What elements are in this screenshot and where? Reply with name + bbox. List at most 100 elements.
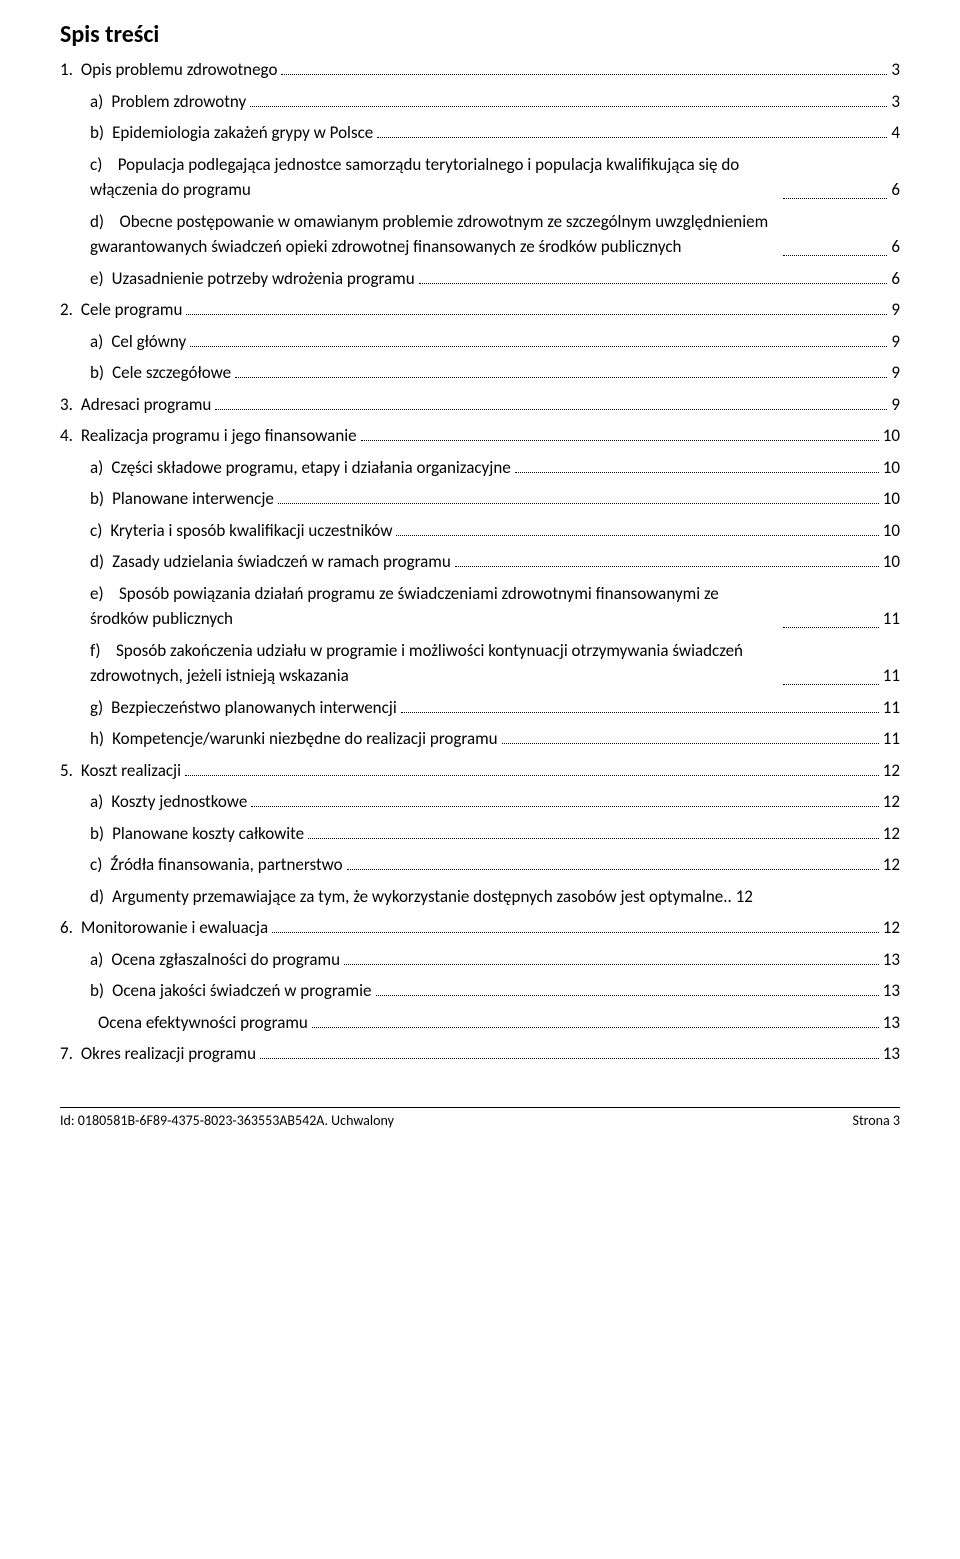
- toc-label: Epidemiologia zakażeń grypy w Polsce: [104, 120, 373, 146]
- toc-num: 6.: [60, 915, 73, 941]
- toc-entry: 6.Monitorowanie i ewaluacja 12: [60, 915, 900, 941]
- toc-label: e) Sposób powiązania działań programu ze…: [90, 581, 779, 632]
- toc-label: Planowane interwencje: [104, 486, 274, 512]
- toc-entry: b)Ocena jakości świadczeń w programie 13: [60, 978, 900, 1004]
- toc-page: 6: [891, 234, 900, 260]
- toc-entry: b)Epidemiologia zakażeń grypy w Polsce 4: [60, 120, 900, 146]
- toc-leader: [377, 137, 887, 138]
- toc-page: 10: [883, 455, 900, 481]
- toc-entry: e) Sposób powiązania działań programu ze…: [60, 581, 900, 632]
- toc-leader: [190, 346, 887, 347]
- toc-page: 3: [891, 89, 900, 115]
- toc-page: 11: [883, 695, 900, 721]
- toc-label: Ocena jakości świadczeń w programie: [104, 978, 371, 1004]
- toc-leader: [783, 627, 879, 628]
- toc-title: Spis treści: [60, 20, 900, 49]
- toc-num: 1.: [60, 57, 73, 83]
- toc-label: Realizacja programu i jego finansowanie: [73, 423, 357, 449]
- toc-leader: [250, 106, 887, 107]
- toc-page: 12: [883, 758, 900, 784]
- toc-entry: d)Argumenty przemawiające za tym, że wyk…: [60, 884, 900, 910]
- toc-entry: d) Obecne postępowanie w omawianym probl…: [60, 209, 900, 260]
- toc-leader: [783, 255, 888, 256]
- toc-page: 6: [891, 177, 900, 203]
- toc-page: 12: [883, 821, 900, 847]
- toc-leader: [308, 838, 879, 839]
- footer: Id: 0180581B-6F89-4375-8023-363553AB542A…: [60, 1107, 900, 1129]
- toc-num: b): [90, 821, 104, 847]
- toc-label: c) Populacja podlegająca jednostce samor…: [90, 152, 779, 203]
- toc-container: 1.Opis problemu zdrowotnego 3a)Problem z…: [60, 57, 900, 1067]
- toc-num: a): [90, 947, 103, 973]
- footer-right: Strona 3: [853, 1112, 900, 1129]
- toc-label: Planowane koszty całkowite: [104, 821, 304, 847]
- toc-entry: b)Cele szczegółowe 9: [60, 360, 900, 386]
- toc-label: Cele szczegółowe: [104, 360, 231, 386]
- toc-page: 10: [883, 486, 900, 512]
- toc-label: Cel główny: [103, 329, 186, 355]
- toc-page: 3: [891, 57, 900, 83]
- toc-page: 10: [883, 518, 900, 544]
- toc-num: d): [90, 884, 104, 910]
- toc-entry: h)Kompetencje/warunki niezbędne do reali…: [60, 726, 900, 752]
- toc-leader: [783, 684, 879, 685]
- toc-entry: 4.Realizacja programu i jego finansowani…: [60, 423, 900, 449]
- footer-left: Id: 0180581B-6F89-4375-8023-363553AB542A…: [60, 1112, 394, 1129]
- toc-page: 11: [883, 606, 900, 632]
- toc-entry: 2.Cele programu 9: [60, 297, 900, 323]
- toc-leader: [455, 566, 879, 567]
- toc-entry: Ocena efektywności programu 13: [60, 1010, 900, 1036]
- toc-entry: a)Koszty jednostkowe 12: [60, 789, 900, 815]
- toc-label: Cele programu: [73, 297, 183, 323]
- toc-page: 12: [883, 852, 900, 878]
- toc-page: 9: [891, 329, 900, 355]
- toc-page: 13: [883, 978, 900, 1004]
- toc-entry: b)Planowane interwencje 10: [60, 486, 900, 512]
- toc-page: 12: [883, 789, 900, 815]
- toc-label: d) Obecne postępowanie w omawianym probl…: [90, 209, 779, 260]
- toc-num: a): [90, 89, 103, 115]
- toc-label: Części składowe programu, etapy i działa…: [103, 455, 510, 481]
- toc-leader: [347, 869, 879, 870]
- toc-label: f) Sposób zakończenia udziału w programi…: [90, 638, 779, 689]
- toc-page: 13: [883, 947, 900, 973]
- toc-label: Kompetencje/warunki niezbędne do realiza…: [104, 726, 498, 752]
- toc-page: 4: [891, 120, 900, 146]
- toc-page: 10: [883, 549, 900, 575]
- toc-num: 5.: [60, 758, 73, 784]
- toc-page: 12: [883, 915, 900, 941]
- toc-num: e): [90, 266, 104, 292]
- toc-num: d): [90, 549, 104, 575]
- toc-leader: [281, 74, 887, 75]
- toc-entry: 3.Adresaci programu 9: [60, 392, 900, 418]
- toc-label: Opis problemu zdrowotnego: [73, 57, 278, 83]
- toc-label: Ocena efektywności programu: [90, 1010, 308, 1036]
- toc-entry: a)Ocena zgłaszalności do programu 13: [60, 947, 900, 973]
- toc-num: c): [90, 852, 102, 878]
- toc-page: 11: [883, 663, 900, 689]
- toc-entry: 1.Opis problemu zdrowotnego 3: [60, 57, 900, 83]
- toc-leader: [401, 712, 879, 713]
- toc-label: Problem zdrowotny: [103, 89, 246, 115]
- toc-leader: [272, 932, 879, 933]
- toc-label: Adresaci programu: [73, 392, 211, 418]
- toc-page: 10: [883, 423, 900, 449]
- toc-entry: e)Uzasadnienie potrzeby wdrożenia progra…: [60, 266, 900, 292]
- toc-num: 3.: [60, 392, 73, 418]
- toc-leader: [260, 1058, 879, 1059]
- toc-label: Kryteria i sposób kwalifikacji uczestnik…: [102, 518, 392, 544]
- toc-num: 4.: [60, 423, 73, 449]
- toc-entry: a)Cel główny 9: [60, 329, 900, 355]
- toc-label: Okres realizacji programu: [73, 1041, 256, 1067]
- toc-leader: [783, 198, 888, 199]
- toc-leader: [376, 995, 879, 996]
- toc-entry: c) Populacja podlegająca jednostce samor…: [60, 152, 900, 203]
- toc-entry: b)Planowane koszty całkowite 12: [60, 821, 900, 847]
- toc-num: b): [90, 978, 104, 1004]
- toc-leader: [235, 377, 887, 378]
- toc-page: .. 12: [723, 884, 753, 910]
- toc-entry: c)Kryteria i sposób kwalifikacji uczestn…: [60, 518, 900, 544]
- toc-page: 13: [883, 1041, 900, 1067]
- toc-page: 9: [891, 297, 900, 323]
- toc-num: b): [90, 360, 104, 386]
